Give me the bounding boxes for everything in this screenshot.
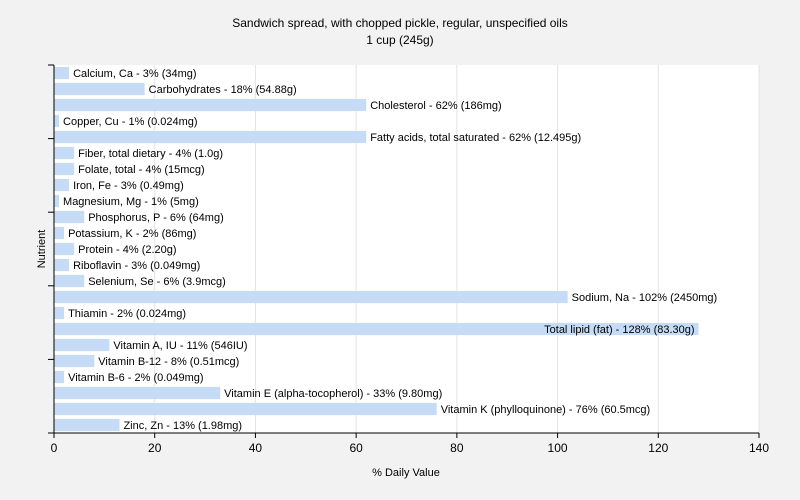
bar-label: Zinc, Zn - 13% (1.98mg)	[123, 420, 242, 432]
bar	[54, 402, 437, 416]
bar-label: Calcium, Ca - 3% (34mg)	[73, 68, 196, 80]
bar-label: Protein - 4% (2.20g)	[78, 244, 176, 256]
bar-label: Cholesterol - 62% (186mg)	[370, 100, 501, 112]
bar	[54, 146, 75, 160]
x-tick-label: 20	[148, 441, 162, 455]
bar-label: Magnesium, Mg - 1% (5mg)	[63, 196, 199, 208]
bar	[54, 386, 221, 400]
bar	[54, 258, 70, 272]
bar	[54, 130, 367, 144]
bar-label: Fiber, total dietary - 4% (1.0g)	[78, 148, 223, 160]
x-tick-label: 0	[51, 441, 58, 455]
bar	[54, 178, 70, 192]
x-tick-label: 60	[349, 441, 363, 455]
bar-label: Vitamin A, IU - 11% (546IU)	[113, 340, 247, 352]
chart-subtitle: 1 cup (245g)	[366, 33, 433, 47]
bar	[54, 114, 60, 128]
bar-label: Iron, Fe - 3% (0.49mg)	[73, 180, 184, 192]
bar-label: Copper, Cu - 1% (0.024mg)	[63, 116, 198, 128]
bar-label: Folate, total - 4% (15mcg)	[78, 164, 205, 176]
bar	[54, 66, 70, 80]
bar	[54, 290, 568, 304]
bar	[54, 274, 85, 288]
grid-lines	[154, 65, 760, 433]
plot-background	[54, 65, 759, 433]
bar	[54, 82, 145, 96]
bar	[54, 370, 65, 384]
bar	[54, 242, 75, 256]
x-ticks: 0 20 40 60 80 100 120 140	[51, 433, 769, 455]
x-tick-label: 100	[548, 441, 568, 455]
bar	[54, 162, 75, 176]
bar-label: Phosphorus, P - 6% (64mg)	[88, 212, 224, 224]
bars: Calcium, Ca - 3% (34mg) Carbohydrates - 1…	[54, 66, 718, 432]
x-tick-label: 40	[249, 441, 263, 455]
bar	[54, 194, 60, 208]
bar-label: Total lipid (fat) - 128% (83.30g)	[544, 324, 694, 336]
bar-label: Vitamin E (alpha-tocopherol) - 33% (9.80…	[224, 388, 442, 400]
x-tick-label: 120	[648, 441, 668, 455]
bar	[54, 338, 110, 352]
bar	[54, 210, 85, 224]
bar	[54, 226, 65, 240]
x-tick-label: 140	[749, 441, 769, 455]
bar-label: Thiamin - 2% (0.024mg)	[68, 308, 186, 320]
chart-title: Sandwich spread, with chopped pickle, re…	[232, 16, 568, 30]
y-axis-label: Nutrient	[36, 230, 48, 269]
bar-label: Selenium, Se - 6% (3.9mcg)	[88, 276, 226, 288]
bar	[54, 306, 65, 320]
bar-label: Vitamin B-6 - 2% (0.049mg)	[68, 372, 204, 384]
bar	[54, 418, 120, 432]
bar-label: Fatty acids, total saturated - 62% (12.4…	[370, 132, 581, 144]
bar-label: Vitamin K (phylloquinone) - 76% (60.5mcg…	[441, 404, 651, 416]
x-axis-label: % Daily Value	[372, 467, 440, 479]
axes	[48, 64, 759, 434]
bar-label: Riboflavin - 3% (0.049mg)	[73, 260, 200, 272]
bar-label: Carbohydrates - 18% (54.88g)	[149, 84, 297, 96]
bar	[54, 322, 699, 336]
x-tick-label: 80	[450, 441, 464, 455]
bar	[54, 354, 95, 368]
bar-label: Vitamin B-12 - 8% (0.51mcg)	[98, 356, 239, 368]
bar-label: Potassium, K - 2% (86mg)	[68, 228, 196, 240]
bar	[54, 98, 367, 112]
bar-label: Sodium, Na - 102% (2450mg)	[572, 292, 718, 304]
